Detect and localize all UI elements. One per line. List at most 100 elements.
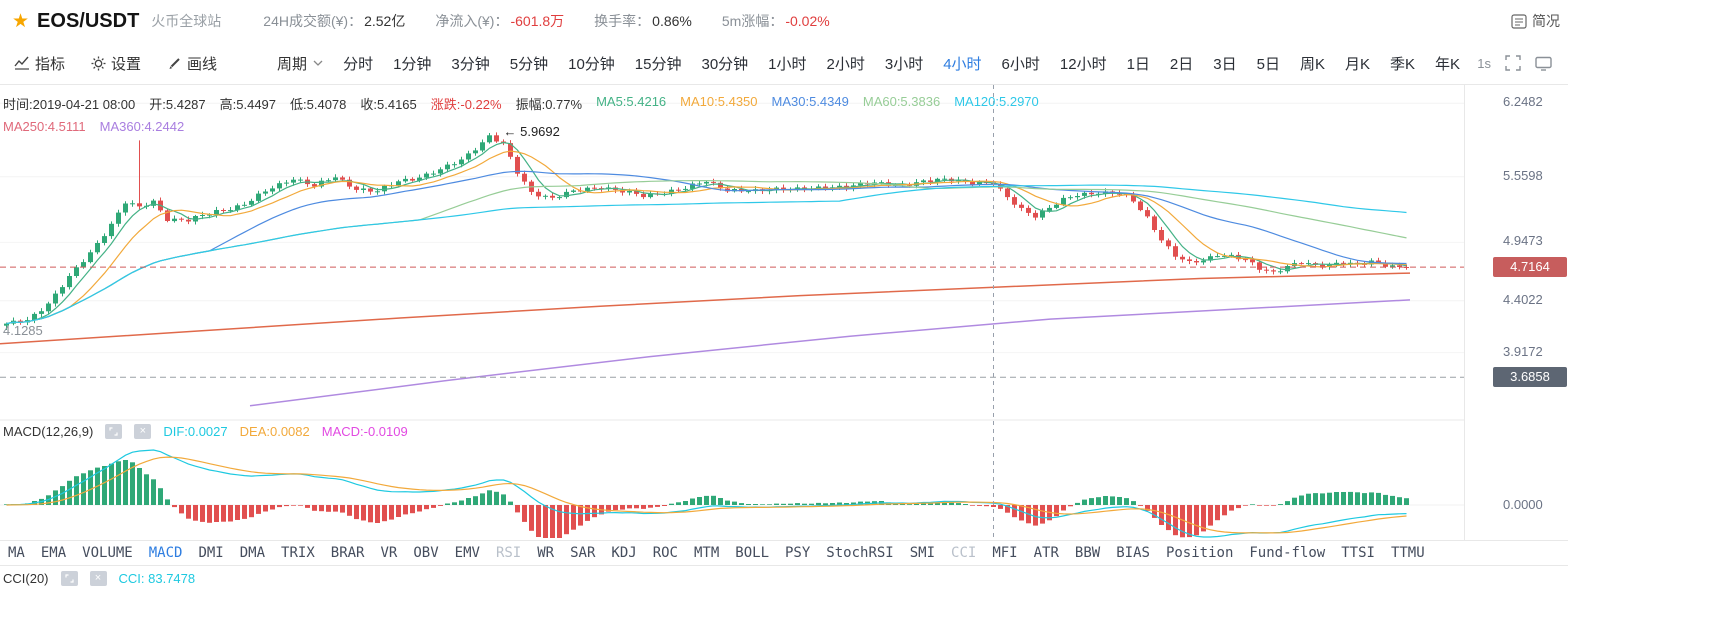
draw-label: 画线 — [187, 55, 218, 73]
interval-季K[interactable]: 季K — [1389, 55, 1415, 73]
tab-CCI[interactable]: CCI — [951, 545, 977, 561]
cci-close-icon[interactable]: × — [89, 571, 107, 586]
info-item-9: MA30:5.4349 — [771, 94, 849, 109]
cci-panel: CCI(20) × CCI: 83.7478 — [0, 566, 1568, 630]
tab-MTM[interactable]: MTM — [693, 545, 720, 561]
popout-chart-icon[interactable] — [1535, 56, 1552, 71]
stat-label: 24H成交额(¥)： — [263, 13, 363, 29]
period-dropdown[interactable]: 周期 — [277, 53, 323, 74]
info-item-3: 低:5.4078 — [290, 97, 347, 112]
brief-button[interactable]: 简况 — [1511, 11, 1560, 31]
tab-SAR[interactable]: SAR — [570, 545, 596, 561]
interval-5分钟[interactable]: 5分钟 — [509, 55, 549, 73]
stat-label: 5m涨幅： — [721, 13, 784, 29]
ma360-line — [249, 299, 1411, 407]
pair-title: EOS/USDT — [37, 9, 140, 32]
toolbar: 指标 设置 画线 周期 分时 1分钟 3分钟 5分钟 10分钟 15分钟 30分钟 1小时 2小时 3… — [0, 42, 1568, 85]
interval-2小时[interactable]: 2小时 — [826, 55, 865, 73]
tab-Position[interactable]: Position — [1165, 545, 1234, 561]
interval-5日[interactable]: 5日 — [1256, 55, 1280, 73]
y-axis-label-6.2482: 6.2482 — [1503, 94, 1543, 109]
fullscreen-icon[interactable] — [1505, 55, 1521, 71]
macd-dea-value: DEA:0.0082 — [239, 424, 310, 439]
brief-icon — [1511, 13, 1527, 29]
interval-1日[interactable]: 1日 — [1126, 55, 1150, 73]
tab-BBW[interactable]: BBW — [1074, 545, 1101, 561]
interval-1分钟[interactable]: 1分钟 — [393, 55, 432, 73]
macd-panel-header: MACD(12,26,9) × DIF:0.0027 DEA:0.0082 MA… — [3, 424, 408, 439]
tab-RSI[interactable]: RSI — [495, 545, 522, 561]
favorite-star-icon[interactable]: ★ — [12, 10, 30, 32]
tab-StochRSI[interactable]: StochRSI — [826, 545, 894, 561]
macd-zero-label: 0.0000 — [1503, 497, 1543, 512]
indicator-tabs: MA EMA VOLUME MACD DMI DMA TRIX BRAR VR OBV EMV RSI… — [0, 540, 1568, 566]
interval-10分钟[interactable]: 10分钟 — [568, 55, 615, 73]
y-axis-label-5.5598: 5.5598 — [1503, 168, 1543, 183]
tab-OBV[interactable]: OBV — [413, 545, 439, 561]
settings-tool[interactable]: 设置 — [91, 53, 141, 74]
draw-icon — [167, 56, 182, 71]
stat-value: 0.86% — [652, 13, 692, 29]
tab-EMA[interactable]: EMA — [40, 545, 67, 561]
candlestick-macd-svg[interactable] — [0, 85, 1464, 540]
tab-DMI[interactable]: DMI — [198, 545, 224, 561]
tab-MA[interactable]: MA — [8, 545, 25, 561]
interval-1小时[interactable]: 1小时 — [768, 55, 807, 73]
interval-3小时[interactable]: 3小时 — [884, 55, 924, 73]
info-item-0: 时间:2019-04-21 08:00 — [3, 97, 136, 112]
info-item-1: MA360:4.2442 — [99, 119, 185, 134]
macd-close-icon[interactable]: × — [134, 424, 152, 439]
interval-12小时[interactable]: 12小时 — [1059, 55, 1107, 73]
interval-4小时[interactable]: 4小时 — [943, 55, 982, 73]
tab-Fund-flow[interactable]: Fund-flow — [1249, 545, 1326, 561]
brief-label: 简况 — [1532, 13, 1560, 29]
interval-2日[interactable]: 2日 — [1169, 55, 1194, 73]
tab-BIAS[interactable]: BIAS — [1116, 545, 1150, 561]
interval-15分钟[interactable]: 15分钟 — [634, 55, 682, 73]
tab-DMA[interactable]: DMA — [239, 545, 266, 561]
tab-EMV[interactable]: EMV — [454, 545, 480, 561]
cci-panel-header: CCI(20) × CCI: 83.7478 — [3, 571, 195, 586]
interval-30分钟[interactable]: 30分钟 — [701, 55, 749, 73]
interval-周K[interactable]: 周K — [1299, 55, 1325, 73]
tab-VOLUME[interactable]: VOLUME — [82, 545, 133, 561]
tab-ATR[interactable]: ATR — [1033, 545, 1059, 561]
cci-settings-icon[interactable] — [60, 571, 78, 586]
tab-BRAR[interactable]: BRAR — [330, 545, 365, 561]
tab-TTMU[interactable]: TTMU — [1390, 545, 1425, 561]
tab-TTSI[interactable]: TTSI — [1341, 545, 1375, 561]
interval-年K[interactable]: 年K — [1435, 55, 1461, 73]
stat-label: 净流入(¥)： — [435, 13, 509, 29]
chevron-down-icon — [313, 60, 323, 66]
ma10-line — [6, 150, 1407, 325]
tab-KDJ[interactable]: KDJ — [611, 545, 637, 561]
interval-3日[interactable]: 3日 — [1213, 55, 1237, 73]
dif-line — [6, 449, 1407, 538]
tab-PSY[interactable]: PSY — [785, 545, 811, 561]
draw-tool[interactable]: 画线 — [167, 53, 217, 74]
macd-dif-value: DIF:0.0027 — [163, 424, 228, 439]
tab-BOLL[interactable]: BOLL — [735, 545, 769, 561]
tab-ROC[interactable]: ROC — [652, 545, 678, 561]
interval-6小时[interactable]: 6小时 — [1001, 55, 1040, 73]
interval-分时[interactable]: 分时 — [343, 55, 374, 73]
tab-SMI[interactable]: SMI — [909, 545, 936, 561]
price-axis[interactable]: 6.2482 5.5598 4.9473 4.4022 3.9172 4.7164 3.68… — [1464, 85, 1568, 540]
interval-3分钟[interactable]: 3分钟 — [451, 55, 490, 73]
support-price-badge: 3.6858 — [1493, 367, 1567, 387]
tab-MFI[interactable]: MFI — [992, 545, 1018, 561]
macd-settings-icon[interactable] — [105, 424, 123, 439]
tab-TRIX[interactable]: TRIX — [281, 545, 315, 561]
y-axis-label-4.9473: 4.9473 — [1503, 233, 1543, 248]
interval-月K[interactable]: 月K — [1344, 55, 1370, 73]
period-label: 周期 — [277, 55, 308, 73]
tab-VR[interactable]: VR — [380, 545, 398, 561]
stat-value: 2.52亿 — [364, 13, 406, 29]
resolution-label: 1s — [1477, 55, 1491, 71]
info-item-1: 开:5.4287 — [149, 97, 206, 112]
tab-WR[interactable]: WR — [537, 545, 555, 561]
chart-canvas[interactable] — [0, 85, 1464, 540]
indicators-tool[interactable]: 指标 — [14, 53, 65, 74]
tab-MACD[interactable]: MACD — [148, 545, 183, 561]
